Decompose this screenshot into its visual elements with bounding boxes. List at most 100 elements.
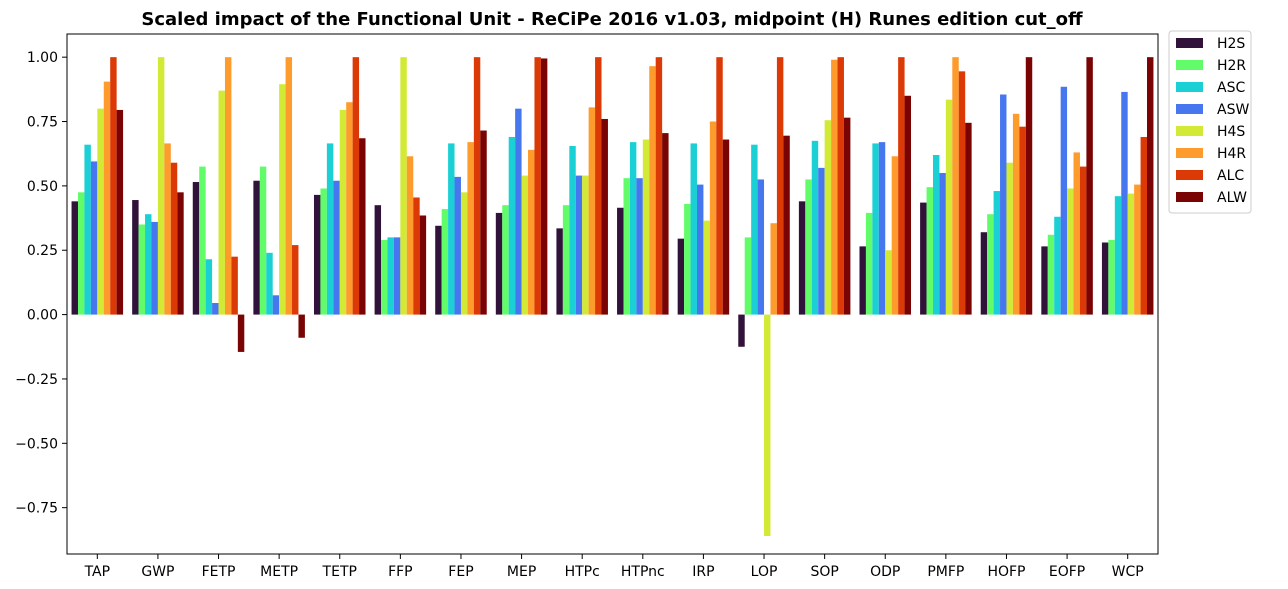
y-tick-label: 1.00 [27, 50, 58, 66]
bar-alw-htpnc [662, 133, 669, 315]
y-tick-label: 0.25 [27, 243, 58, 259]
x-tick-label-eofp: EOFP [1049, 564, 1085, 580]
bar-h2r-metp [259, 166, 267, 315]
bar-alw-lop [783, 135, 790, 315]
bar-asw-mep [515, 108, 522, 315]
bar-alw-irp [722, 139, 730, 315]
bar-asc-fetp [205, 259, 213, 315]
bar-alc-mep [534, 57, 541, 315]
bar-h4s-gwp [157, 57, 165, 315]
bar-h2r-odp [865, 212, 873, 315]
bar-alc-htpc [595, 57, 602, 315]
bar-h2r-htpc [562, 205, 570, 315]
bar-h2s-metp [253, 180, 260, 315]
bar-asw-irp [696, 184, 704, 315]
bar-alc-gwp [170, 162, 178, 315]
bar-h2r-fep [441, 209, 449, 315]
bar-h4s-ffp [400, 57, 407, 315]
bar-h2s-hofp [980, 232, 988, 315]
bar-asw-tap [90, 161, 98, 315]
bar-alc-odp [898, 57, 905, 315]
bar-asw-eofp [1060, 86, 1068, 315]
x-tick-label-sop: SOP [810, 564, 838, 580]
bar-h4r-eofp [1073, 152, 1080, 315]
y-tick-label: −0.75 [15, 501, 58, 517]
bar-h2r-lop [744, 237, 752, 315]
bar-asw-pmfp [939, 173, 946, 315]
bar-alw-ffp [419, 215, 427, 315]
bar-h4r-htpnc [649, 66, 656, 315]
bar-asw-metp [272, 295, 280, 315]
bar-h4s-odp [885, 250, 892, 315]
bar-alw-metp [298, 314, 305, 338]
bar-h2s-fetp [192, 182, 200, 315]
bars-layer [71, 57, 1154, 536]
bar-h2r-eofp [1047, 234, 1055, 315]
bar-h2s-mep [495, 212, 503, 315]
bar-asc-gwp [145, 214, 152, 315]
bar-h2r-wcp [1108, 239, 1115, 315]
y-tick-label: 0.00 [27, 308, 58, 324]
y-tick-label: 0.50 [27, 179, 58, 195]
bar-asc-mep [508, 136, 516, 315]
bar-h4r-htpc [588, 107, 596, 315]
bar-alw-odp [904, 95, 912, 315]
bar-h4s-tetp [339, 109, 347, 315]
x-tick-label-mep: MEP [507, 564, 536, 580]
bar-asw-gwp [151, 221, 158, 315]
bar-asw-ffp [393, 237, 401, 315]
legend-label-h2s: H2S [1217, 36, 1245, 52]
bar-h2s-htpc [556, 228, 563, 315]
bar-h4r-wcp [1134, 184, 1141, 315]
x-tick-label-wcp: WCP [1112, 564, 1144, 580]
bar-asc-sop [811, 140, 819, 315]
bar-h4r-mep [528, 149, 535, 315]
legend-box [1168, 30, 1252, 214]
bar-h4r-pmfp [952, 57, 959, 315]
bar-alc-ffp [413, 197, 420, 315]
bar-alc-tap [110, 57, 117, 315]
bar-alc-irp [716, 57, 723, 315]
bar-asc-tetp [326, 143, 334, 315]
bar-alw-hofp [1025, 57, 1033, 315]
bar-h4s-fetp [218, 90, 225, 315]
bar-h4r-tap [103, 81, 111, 315]
x-tick-label-fep: FEP [448, 564, 473, 580]
bar-asw-htpc [575, 175, 583, 315]
bar-h2s-irp [677, 238, 685, 315]
x-tick-label-gwp: GWP [141, 564, 174, 580]
bar-alw-sop [843, 117, 851, 315]
bar-h2r-mep [502, 205, 509, 315]
legend-label-alw: ALW [1217, 190, 1247, 206]
bar-h4r-irp [709, 121, 717, 315]
legend-swatch-h4s [1176, 126, 1203, 136]
bar-asc-lop [751, 144, 758, 315]
bar-h4r-lop [770, 223, 777, 315]
x-tick-label-htpc: HTPc [565, 564, 600, 580]
bar-h2r-hofp [987, 214, 994, 315]
bar-alc-wcp [1140, 136, 1148, 315]
bar-h2r-tap [77, 192, 85, 315]
bar-alw-mep [540, 58, 548, 315]
legend-label-h4r: H4R [1217, 146, 1246, 162]
bar-h2r-gwp [138, 224, 146, 315]
bar-asw-odp [878, 142, 886, 315]
legend-label-alc: ALC [1217, 168, 1244, 184]
bar-asc-wcp [1114, 196, 1122, 315]
x-tick-label-ffp: FFP [388, 564, 413, 580]
y-tick-label: 0.75 [27, 115, 58, 131]
bar-alc-fep [473, 57, 481, 315]
y-tick-label: −0.50 [15, 436, 58, 452]
bar-asw-hofp [1000, 94, 1007, 315]
bar-h4s-htpnc [642, 139, 650, 315]
x-tick-label-htpnc: HTPnc [621, 564, 665, 580]
bar-alw-fetp [237, 314, 245, 352]
bar-asc-eofp [1054, 216, 1061, 315]
legend-swatch-h2r [1176, 60, 1203, 70]
legend-label-h4s: H4S [1217, 124, 1245, 140]
legend-swatch-asc [1176, 82, 1203, 92]
bar-h2s-odp [859, 246, 866, 315]
bar-h4s-irp [703, 220, 710, 315]
bar-asw-sop [818, 167, 825, 315]
bar-h4s-tap [97, 108, 104, 315]
